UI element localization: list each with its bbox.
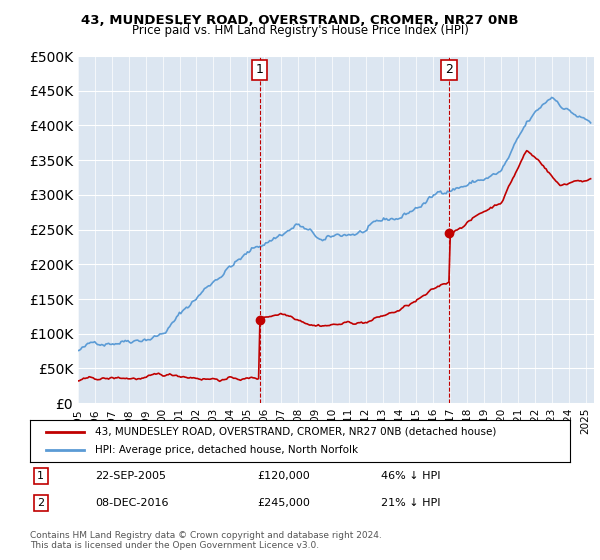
Text: 22-SEP-2005: 22-SEP-2005: [95, 471, 166, 481]
Text: Price paid vs. HM Land Registry's House Price Index (HPI): Price paid vs. HM Land Registry's House …: [131, 24, 469, 37]
Text: £245,000: £245,000: [257, 498, 310, 508]
Text: 2: 2: [37, 498, 44, 508]
Text: 08-DEC-2016: 08-DEC-2016: [95, 498, 168, 508]
Text: 1: 1: [37, 471, 44, 481]
Text: Contains HM Land Registry data © Crown copyright and database right 2024.
This d: Contains HM Land Registry data © Crown c…: [30, 531, 382, 550]
Text: 43, MUNDESLEY ROAD, OVERSTRAND, CROMER, NR27 0NB: 43, MUNDESLEY ROAD, OVERSTRAND, CROMER, …: [81, 14, 519, 27]
Text: 1: 1: [256, 63, 263, 76]
Text: 21% ↓ HPI: 21% ↓ HPI: [381, 498, 440, 508]
Text: 46% ↓ HPI: 46% ↓ HPI: [381, 471, 440, 481]
Text: 43, MUNDESLEY ROAD, OVERSTRAND, CROMER, NR27 0NB (detached house): 43, MUNDESLEY ROAD, OVERSTRAND, CROMER, …: [95, 427, 496, 437]
Text: £120,000: £120,000: [257, 471, 310, 481]
Text: 2: 2: [445, 63, 453, 76]
Text: HPI: Average price, detached house, North Norfolk: HPI: Average price, detached house, Nort…: [95, 445, 358, 455]
